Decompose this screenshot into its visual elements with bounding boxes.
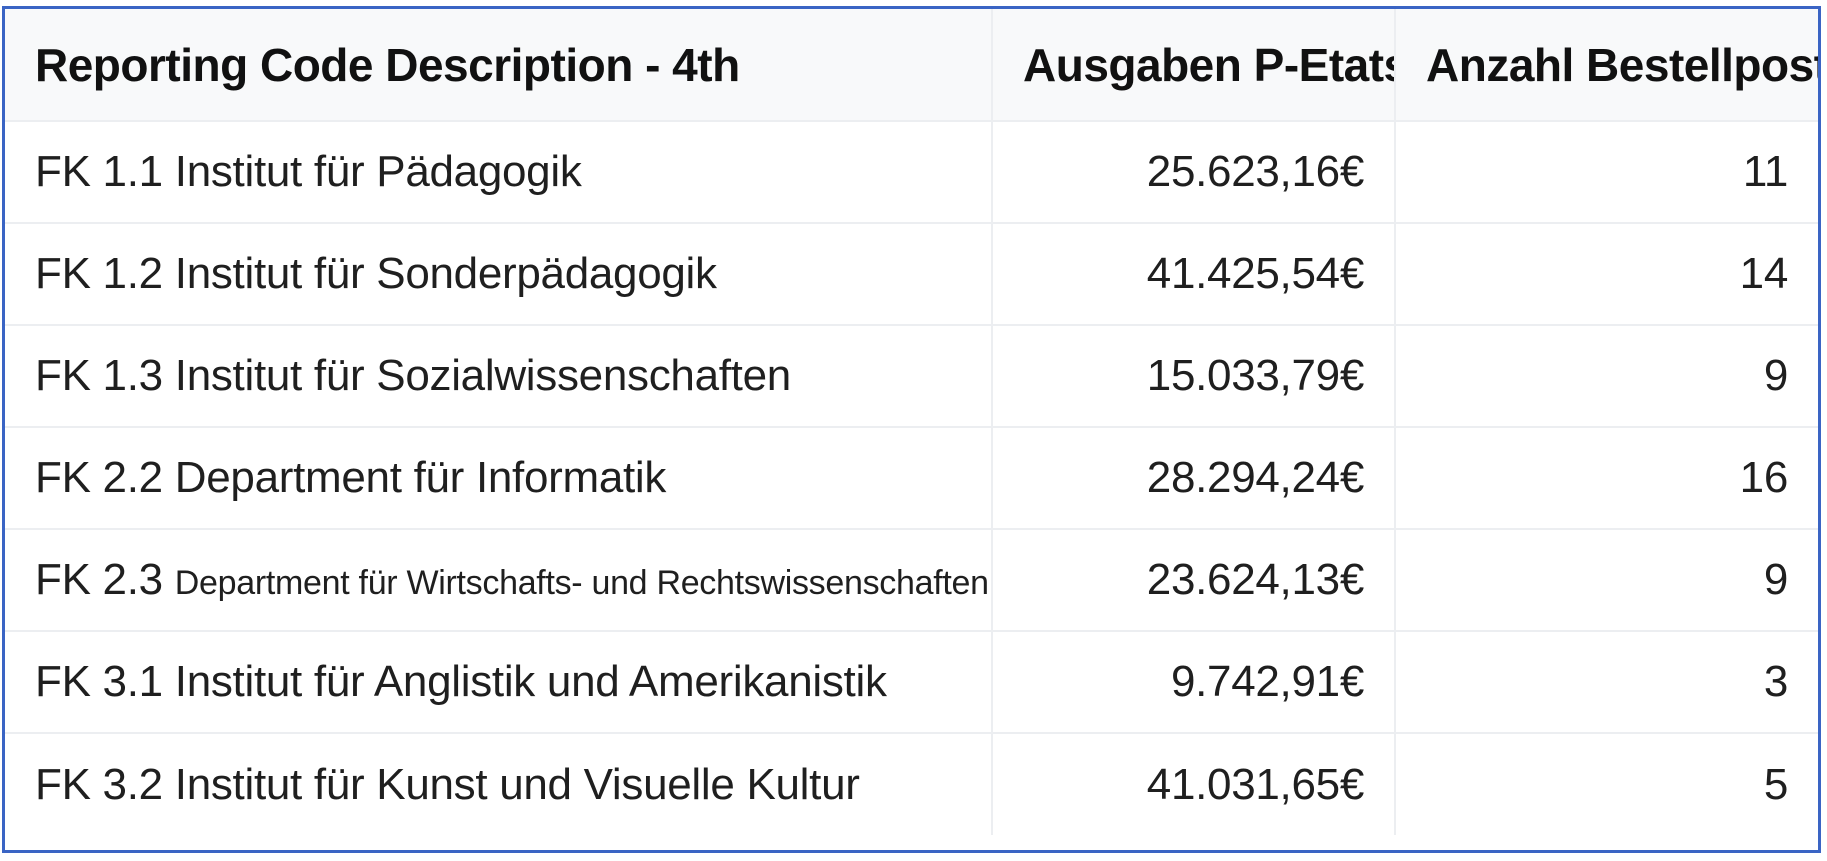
- report-table: Reporting Code Description - 4th Ausgabe…: [5, 9, 1818, 835]
- row-description-cell: FK 3.2 Institut für Kunst und Visuelle K…: [5, 732, 993, 835]
- column-header-expenses[interactable]: Ausgaben P-Etats: [991, 9, 1396, 122]
- table-body: FK 1.1 Institut für Pädagogik 25.623,16€…: [5, 120, 1818, 835]
- count-cell: 3: [1394, 630, 1818, 734]
- reporting-code: FK 2.2: [35, 453, 163, 502]
- table-row[interactable]: FK 2.2 Department für Informatik 28.294,…: [5, 426, 1818, 530]
- row-description-cell: FK 2.3 Department für Wirtschafts- und R…: [5, 528, 993, 632]
- report-table-frame: Reporting Code Description - 4th Ausgabe…: [2, 6, 1821, 853]
- reporting-description: Department für Informatik: [174, 453, 667, 502]
- expenses-cell: 25.623,16€: [991, 120, 1396, 224]
- row-description-cell: FK 1.3 Institut für Sozialwissenschaften: [5, 324, 993, 428]
- reporting-description: Institut für Sonderpädagogik: [174, 249, 717, 298]
- count-cell: 5: [1394, 732, 1818, 835]
- reporting-code: FK 2.3: [35, 555, 163, 604]
- expenses-cell: 9.742,91€: [991, 630, 1396, 734]
- table-row[interactable]: FK 1.3 Institut für Sozialwissenschaften…: [5, 324, 1818, 428]
- reporting-code: FK 1.3: [35, 351, 163, 400]
- column-header-description[interactable]: Reporting Code Description - 4th: [5, 9, 993, 122]
- row-description-cell: FK 1.2 Institut für Sonderpädagogik: [5, 222, 993, 326]
- expenses-cell: 28.294,24€: [991, 426, 1396, 530]
- header-row: Reporting Code Description - 4th Ausgabe…: [5, 9, 1818, 122]
- table-row[interactable]: FK 3.1 Institut für Anglistik und Amerik…: [5, 630, 1818, 734]
- table-row[interactable]: FK 1.2 Institut für Sonderpädagogik 41.4…: [5, 222, 1818, 326]
- reporting-code: FK 1.2: [35, 249, 163, 298]
- table-header: Reporting Code Description - 4th Ausgabe…: [5, 9, 1818, 122]
- reporting-code: FK 3.1: [35, 657, 163, 706]
- reporting-description: Institut für Anglistik und Amerikanistik: [174, 657, 887, 706]
- count-cell: 14: [1394, 222, 1818, 326]
- column-header-count[interactable]: Anzahl Bestellposten: [1394, 9, 1818, 122]
- reporting-description: Institut für Kunst und Visuelle Kultur: [174, 759, 860, 809]
- expenses-cell: 41.031,65€: [991, 732, 1396, 835]
- count-cell: 9: [1394, 528, 1818, 632]
- count-cell: 16: [1394, 426, 1818, 530]
- expenses-cell: 41.425,54€: [991, 222, 1396, 326]
- reporting-description: Department für Wirtschafts- und Rechtswi…: [174, 564, 989, 602]
- expenses-cell: 23.624,13€: [991, 528, 1396, 632]
- reporting-description: Institut für Sozialwissenschaften: [174, 351, 791, 400]
- row-description-cell: FK 2.2 Department für Informatik: [5, 426, 993, 530]
- row-description-cell: FK 1.1 Institut für Pädagogik: [5, 120, 993, 224]
- table-row[interactable]: FK 2.3 Department für Wirtschafts- und R…: [5, 528, 1818, 632]
- count-cell: 11: [1394, 120, 1818, 224]
- count-cell: 9: [1394, 324, 1818, 428]
- reporting-code: FK 1.1: [35, 147, 163, 196]
- table-row[interactable]: FK 1.1 Institut für Pädagogik 25.623,16€…: [5, 120, 1818, 224]
- reporting-description: Institut für Pädagogik: [174, 147, 582, 196]
- reporting-code: FK 3.2: [35, 759, 163, 809]
- row-description-cell: FK 3.1 Institut für Anglistik und Amerik…: [5, 630, 993, 734]
- expenses-cell: 15.033,79€: [991, 324, 1396, 428]
- table-row[interactable]: FK 3.2 Institut für Kunst und Visuelle K…: [5, 732, 1818, 835]
